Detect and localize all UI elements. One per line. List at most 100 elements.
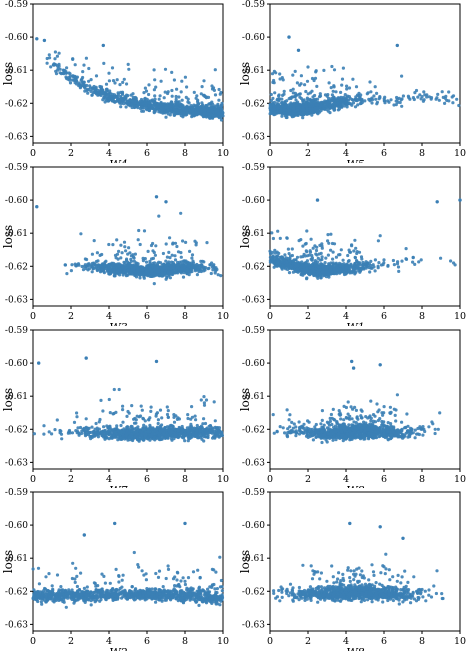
data-point bbox=[47, 53, 51, 57]
data-point bbox=[75, 414, 79, 418]
data-point bbox=[107, 71, 111, 75]
data-point bbox=[295, 81, 299, 85]
data-point bbox=[320, 255, 324, 259]
data-point bbox=[191, 259, 195, 263]
data-point bbox=[87, 266, 91, 271]
data-point bbox=[320, 246, 324, 250]
data-point bbox=[314, 99, 318, 103]
data-point bbox=[213, 418, 217, 422]
data-point bbox=[354, 246, 358, 250]
data-point bbox=[68, 74, 73, 78]
data-point bbox=[443, 96, 447, 100]
data-point bbox=[366, 91, 370, 95]
data-point bbox=[160, 268, 164, 272]
data-point bbox=[101, 98, 105, 102]
data-point bbox=[340, 83, 344, 87]
data-point bbox=[172, 262, 176, 266]
data-point bbox=[168, 103, 172, 107]
data-point bbox=[105, 99, 109, 103]
data-point bbox=[286, 247, 290, 251]
data-point bbox=[447, 90, 451, 94]
data-point bbox=[299, 272, 303, 276]
data-point bbox=[128, 261, 132, 265]
y-tick-label: -0.61 bbox=[5, 66, 28, 76]
data-point bbox=[278, 255, 282, 259]
data-point bbox=[215, 108, 220, 112]
data-point bbox=[156, 417, 160, 421]
data-point bbox=[95, 250, 99, 255]
data-point bbox=[168, 255, 172, 259]
data-point bbox=[283, 105, 287, 109]
data-point bbox=[272, 69, 276, 73]
data-point bbox=[148, 99, 153, 103]
data-point bbox=[184, 259, 188, 263]
data-point bbox=[326, 100, 331, 104]
data-point bbox=[268, 258, 272, 262]
data-point bbox=[404, 257, 409, 261]
data-point bbox=[395, 97, 399, 101]
data-point bbox=[176, 249, 181, 254]
data-point bbox=[398, 100, 402, 105]
data-point bbox=[87, 79, 91, 83]
data-point bbox=[330, 64, 334, 69]
data-point bbox=[174, 94, 178, 99]
x-tick-label: 6 bbox=[144, 148, 150, 159]
data-point bbox=[52, 62, 56, 66]
x-axis-label: W7 bbox=[109, 484, 127, 489]
y-tick-label: -0.63 bbox=[242, 295, 265, 305]
data-point bbox=[160, 263, 164, 267]
data-point bbox=[313, 243, 317, 248]
data-point bbox=[91, 266, 95, 270]
data-point bbox=[202, 260, 206, 264]
data-point bbox=[179, 255, 183, 259]
data-point bbox=[112, 267, 116, 271]
y-tick-label: -0.63 bbox=[5, 132, 28, 142]
data-point bbox=[147, 83, 151, 87]
data-point bbox=[152, 281, 156, 285]
data-point bbox=[343, 270, 348, 274]
data-point bbox=[178, 269, 182, 274]
data-point bbox=[396, 265, 401, 269]
data-point bbox=[179, 90, 183, 94]
outlier-point bbox=[154, 194, 159, 199]
data-point bbox=[125, 257, 129, 261]
data-point bbox=[111, 79, 116, 83]
data-point bbox=[163, 67, 168, 71]
data-point bbox=[173, 258, 178, 262]
data-point bbox=[276, 259, 280, 263]
data-point bbox=[293, 94, 297, 98]
data-point bbox=[174, 270, 178, 274]
data-point bbox=[324, 267, 328, 271]
data-point bbox=[170, 88, 174, 93]
data-point bbox=[163, 90, 167, 94]
data-point bbox=[216, 272, 220, 277]
data-point bbox=[278, 236, 282, 240]
outlier-point bbox=[458, 198, 462, 202]
data-point bbox=[191, 105, 195, 109]
x-axis-label: W3 bbox=[109, 321, 127, 326]
data-point bbox=[146, 270, 150, 274]
data-point bbox=[391, 258, 395, 262]
scatter-points bbox=[35, 37, 225, 122]
data-point bbox=[131, 252, 135, 257]
data-point bbox=[127, 267, 131, 272]
data-point bbox=[270, 108, 274, 112]
data-point bbox=[269, 92, 273, 97]
data-point bbox=[136, 237, 140, 242]
data-point bbox=[178, 103, 182, 107]
data-point bbox=[130, 105, 134, 110]
data-point bbox=[90, 93, 94, 97]
data-point bbox=[297, 105, 302, 109]
data-point bbox=[312, 272, 317, 276]
data-point bbox=[374, 97, 378, 101]
data-point bbox=[354, 95, 358, 99]
data-point bbox=[155, 269, 159, 274]
plot-frame bbox=[32, 329, 224, 469]
data-point bbox=[122, 260, 126, 264]
data-point bbox=[118, 101, 122, 105]
data-point bbox=[353, 255, 357, 260]
data-point bbox=[179, 211, 183, 215]
data-point bbox=[123, 244, 127, 249]
y-axis-label: loss bbox=[238, 225, 252, 248]
data-point bbox=[320, 264, 325, 268]
